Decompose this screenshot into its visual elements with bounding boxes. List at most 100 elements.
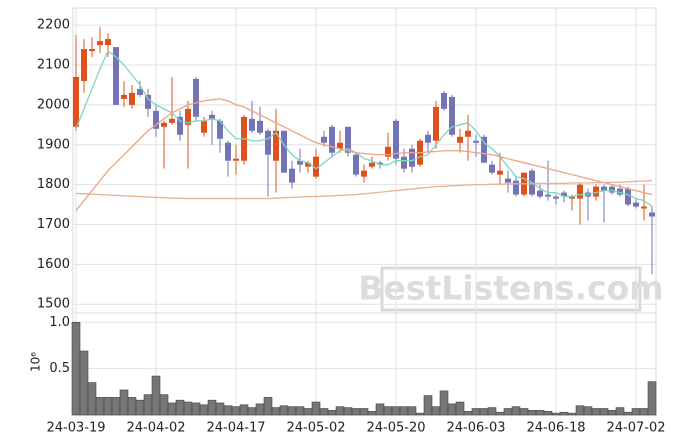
y-tick-label: 2200 [37,18,70,33]
candle-body [313,156,319,177]
volume-bar [159,394,169,416]
candle-body [193,78,199,117]
candle-body [505,178,511,183]
volume-bar [343,407,353,416]
volume-bar [335,406,345,416]
watermark: BestListens.com [358,269,663,308]
x-tick-label: 24-06-03 [446,421,505,436]
candle-body [433,106,439,141]
x-tick-label: 24-04-17 [206,421,265,436]
volume-bar [495,411,505,416]
candle-body [225,142,231,161]
y-tick-label: 1600 [37,257,70,272]
volume-bar [391,406,401,416]
candle-body [625,188,631,205]
moving-average [75,98,653,211]
volume-bar [287,406,297,416]
volume-bar [143,394,153,416]
volume-bar [543,410,553,416]
candle-body [609,186,615,193]
moving-average [75,179,653,200]
volume-bar [263,397,273,416]
candle-body [401,156,407,169]
candle-body [153,110,159,129]
candle-body [473,140,479,143]
candle-body [89,49,95,52]
candle-body [537,190,543,197]
candle-body [593,186,599,197]
volume-bar [95,397,105,416]
volume-bar [575,405,585,416]
volume-bar [311,401,321,416]
candle-body [329,126,335,153]
y-tick-label: 1800 [37,177,70,192]
candle-body [393,120,399,159]
volume-bar [487,407,497,416]
volume-bar [415,412,425,416]
volume-bar [239,404,249,416]
volume-bar [279,405,289,416]
candle-body [209,114,215,119]
volume-bar [167,402,177,416]
candle-body [553,196,559,199]
volume-bar [199,404,209,416]
x-tick-label: 24-04-02 [126,421,185,436]
volume-bar [71,321,81,416]
volume-bar [303,408,313,416]
volume-bar [647,381,657,416]
candle-body [281,130,287,173]
candle-body [257,120,263,133]
volume-bar [183,401,193,416]
volume-bar [407,406,417,416]
candle-body [249,118,255,131]
volume-axis-label: 10⁶ [29,352,43,372]
candle-body [233,158,239,161]
volume-bar [639,408,649,416]
volume-bar [271,407,281,416]
x-tick-label: 24-07-02 [606,421,665,436]
candle-body [129,92,135,105]
volume-bar [519,408,529,416]
volume-bar [375,403,385,416]
volume-bar [535,410,545,416]
candle-body [297,160,303,165]
candle-body [409,148,415,167]
candle-body [465,130,471,137]
volume-bar [527,410,537,416]
candle-body [353,154,359,175]
candle-body [337,142,343,149]
candle-body [601,186,607,191]
volume-bar [103,397,113,416]
candle-body [425,134,431,143]
volume-bar [399,406,409,416]
candle-body [569,196,575,199]
candle-body [641,206,647,209]
candle-body [185,108,191,125]
candle-body [265,130,271,155]
volume-bar [255,403,265,416]
candle-body [73,76,79,127]
x-tick-label: 24-03-19 [46,421,105,436]
candle-body [97,41,103,46]
candle-body [617,188,623,195]
volume-bar [151,375,161,416]
x-tick-label: 24-05-20 [366,421,425,436]
candle-body [457,136,463,143]
volume-bar [431,406,441,416]
candle-body [385,146,391,157]
candle-body [305,162,311,167]
volume-bar [191,402,201,416]
candle-body [201,120,207,133]
volume-bar [207,399,217,416]
candle-body [561,192,567,197]
volume-tick-label: 1.0 [49,315,70,330]
y-tick-label: 1900 [37,137,70,152]
candle-body [633,202,639,207]
y-tick-label: 1700 [37,217,70,232]
candle-body [273,130,279,161]
x-tick-label: 24-06-18 [526,421,585,436]
volume-bar [111,397,121,416]
volume-bar [127,397,137,416]
volume-bar [135,399,145,416]
candle-body [481,136,487,163]
